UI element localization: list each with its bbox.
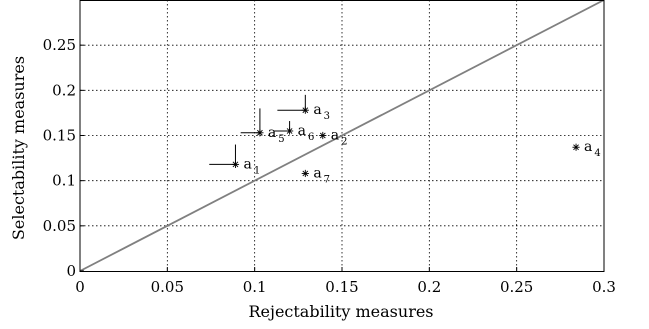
reference-diagonal-line bbox=[79, 0, 605, 272]
data-point-a3 bbox=[301, 106, 309, 114]
y-tick-label: 0 bbox=[66, 262, 76, 280]
data-point-a5 bbox=[256, 129, 264, 137]
x-tick-label: 0.25 bbox=[500, 278, 533, 296]
point-label-subscript: 3 bbox=[324, 111, 330, 122]
asterisk-marker-stroke bbox=[573, 144, 579, 151]
point-label-subscript: 2 bbox=[341, 137, 347, 148]
x-tick-label: 0.1 bbox=[243, 278, 267, 296]
y-tick-label: 0.1 bbox=[52, 172, 76, 190]
point-label-main: a bbox=[313, 165, 321, 181]
asterisk-marker-stroke bbox=[302, 170, 309, 177]
y-axis-label: Selectability measures bbox=[9, 56, 28, 240]
x-tick-label: 0.15 bbox=[325, 278, 358, 296]
data-point-a1 bbox=[231, 160, 240, 169]
point-label-main: a bbox=[298, 123, 306, 139]
point-label-subscript: 5 bbox=[278, 134, 284, 145]
point-label-subscript: 1 bbox=[254, 165, 260, 176]
point-label-main: a bbox=[331, 128, 339, 144]
point-label-main: a bbox=[268, 125, 276, 141]
point-label-main: a bbox=[313, 102, 321, 118]
x-tick-label: 0.3 bbox=[592, 278, 616, 296]
y-tick-label: 0.25 bbox=[43, 36, 76, 54]
point-label-main: a bbox=[243, 156, 251, 172]
asterisk-marker-stroke bbox=[319, 132, 326, 139]
point-label-subscript: 7 bbox=[324, 174, 330, 185]
data-point-a2 bbox=[319, 131, 327, 140]
asterisk-marker-stroke bbox=[286, 128, 293, 134]
x-tick-label: 0.05 bbox=[151, 278, 184, 296]
y-tick-label: 0.15 bbox=[43, 127, 76, 145]
asterisk-marker-stroke bbox=[257, 129, 263, 136]
data-point-a6 bbox=[286, 127, 294, 135]
point-label-subscript: 6 bbox=[308, 132, 314, 143]
asterisk-marker-stroke bbox=[232, 161, 239, 168]
y-tick-label: 0.2 bbox=[52, 81, 76, 99]
data-point-a7 bbox=[301, 169, 309, 178]
x-tick-label: 0 bbox=[75, 278, 85, 296]
y-tick-label: 0.05 bbox=[43, 217, 76, 235]
data-points: a 1a 2a 3a 4a 5a 6a 7 bbox=[231, 102, 601, 185]
asterisk-marker-stroke bbox=[302, 107, 309, 114]
point-label-main: a bbox=[584, 139, 592, 155]
x-axis-label: Rejectability measures bbox=[248, 302, 433, 321]
point-label-subscript: 4 bbox=[594, 148, 600, 159]
x-tick-label: 0.2 bbox=[417, 278, 441, 296]
data-point-a4 bbox=[572, 143, 580, 151]
x-axis-ticks: 0 0.05 0.1 0.15 0.2 0.25 0.3 bbox=[75, 267, 616, 296]
y-axis-ticks: 0 0.05 0.1 0.15 0.2 0.25 bbox=[43, 36, 84, 280]
